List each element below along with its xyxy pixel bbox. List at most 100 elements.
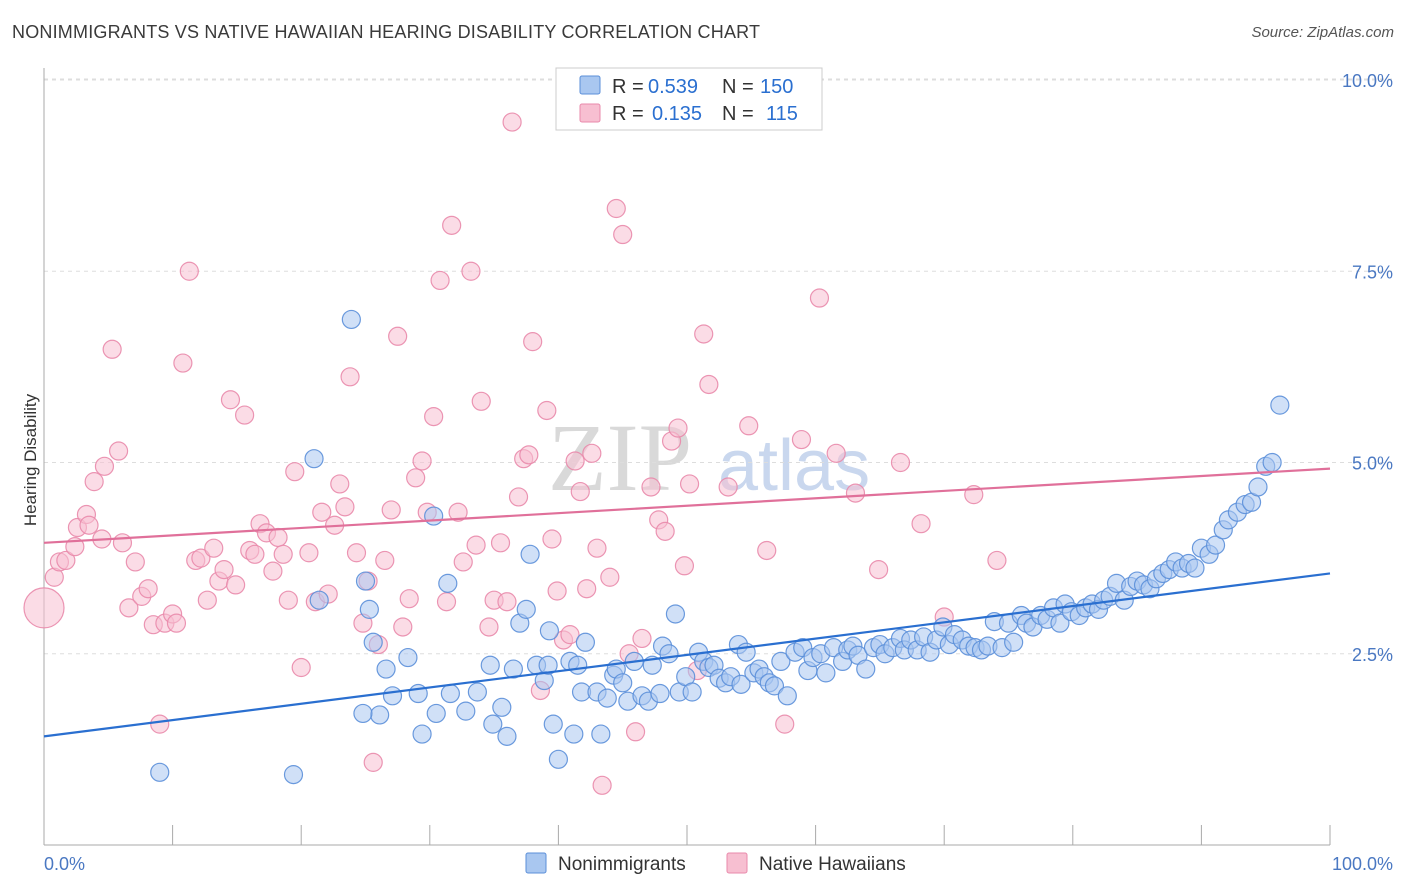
native-hawaiians-point-96 <box>606 198 626 219</box>
native-hawaiians-point-19 <box>150 714 170 734</box>
stats-r-value-2: 0.135 <box>652 103 702 125</box>
native-hawaiians-point-69 <box>448 502 468 522</box>
nonimmigrants-point-48 <box>659 644 679 664</box>
native-hawaiians-point-78 <box>502 112 522 132</box>
nonimmigrants-point-1 <box>283 765 304 785</box>
nonimmigrants-point-75 <box>816 663 836 683</box>
native-hawaiians-point-101 <box>641 477 661 497</box>
nonimmigrants-point-61 <box>731 674 751 694</box>
native-hawaiians-point-72 <box>466 535 486 555</box>
native-hawaiians-point-97 <box>613 224 633 245</box>
native-hawaiians-point-28 <box>204 538 224 558</box>
y-tick-label-0: 2.5% <box>1352 645 1393 665</box>
nonimmigrants-point-7 <box>363 632 383 652</box>
nonimmigrants-point-30 <box>543 714 563 734</box>
native-hawaiians-point-106 <box>674 556 695 576</box>
native-hawaiians-point-17 <box>138 579 158 599</box>
stats-n-label-2: N = <box>722 103 754 125</box>
native-hawaiians-point-33 <box>235 405 255 425</box>
nonimmigrants-point-37 <box>591 724 611 744</box>
nonimmigrants-point-149 <box>597 688 617 708</box>
nonimmigrants-point-19 <box>480 655 500 675</box>
native-hawaiians-point-38 <box>263 561 283 581</box>
native-hawaiians-point-91 <box>577 579 597 599</box>
native-hawaiians-point-30 <box>214 559 234 580</box>
x-tick-label-min: 0.0% <box>44 854 85 874</box>
nonimmigrants-point-143 <box>1262 452 1282 473</box>
native-hawaiians-point-10 <box>94 456 115 476</box>
nonimmigrants-point-25 <box>516 599 536 619</box>
native-hawaiians-point-39 <box>268 527 288 548</box>
native-hawaiians-point-43 <box>291 657 311 678</box>
native-hawaiians-point-93 <box>587 538 607 558</box>
nonimmigrants-point-0 <box>150 762 170 782</box>
native-hawaiians-point-0 <box>23 587 65 629</box>
nonimmigrants-point-31 <box>548 749 569 769</box>
nonimmigrants-point-148 <box>564 724 584 744</box>
nonimmigrants-point-29 <box>539 621 559 641</box>
nonimmigrants-point-4 <box>341 309 361 330</box>
native-hawaiians-point-121 <box>911 514 931 534</box>
native-hawaiians-point-23 <box>173 353 193 373</box>
native-hawaiians-point-100 <box>632 628 652 649</box>
native-hawaiians-point-90 <box>570 481 590 502</box>
legend-label-native-hawaiians: Native Hawaiians <box>759 854 906 875</box>
native-hawaiians-point-67 <box>436 592 457 612</box>
native-hawaiians-point-55 <box>363 752 383 772</box>
legend: Nonimmigrants Native Hawaiians <box>525 852 906 875</box>
x-tick-label-max: 100.0% <box>1332 854 1393 874</box>
native-hawaiians-point-7 <box>79 515 99 535</box>
native-hawaiians-point-27 <box>197 590 217 610</box>
native-hawaiians-point-109 <box>694 324 714 344</box>
nonimmigrants-point-20 <box>483 714 503 734</box>
nonimmigrants-point-68 <box>771 651 791 672</box>
nonimmigrants-point-141 <box>1248 477 1268 497</box>
native-hawaiians-point-51 <box>340 367 360 387</box>
nonimmigrants-point-144 <box>1270 395 1290 415</box>
native-hawaiians-point-77 <box>497 592 517 612</box>
nonimmigrants-point-33 <box>568 655 588 675</box>
nonimmigrants-point-26 <box>520 544 540 564</box>
native-hawaiians-point-26 <box>191 548 211 568</box>
native-hawaiians-point-107 <box>679 474 700 494</box>
nonimmigrants-point-5 <box>355 571 376 591</box>
native-hawaiians-point-59 <box>388 326 408 346</box>
native-hawaiians-point-73 <box>471 391 491 411</box>
stats-swatch-nonimmigrants <box>579 75 601 95</box>
legend-label-nonimmigrants: Nonimmigrants <box>558 854 686 875</box>
stats-r-value-1: 0.539 <box>648 76 698 98</box>
native-hawaiians-point-82 <box>523 332 543 352</box>
native-hawaiians-point-40 <box>273 544 293 564</box>
nonimmigrants-point-22 <box>497 726 517 746</box>
native-hawaiians-point-86 <box>547 581 567 601</box>
native-hawaiians-point-89 <box>565 451 585 471</box>
y-tick-label-1: 5.0% <box>1352 454 1393 474</box>
native-hawaiians-point-95 <box>600 567 620 587</box>
native-hawaiians-point-24 <box>179 261 199 281</box>
stats-n-value-1: 150 <box>760 76 793 98</box>
native-hawaiians-point-44 <box>299 543 319 563</box>
nonimmigrants-point-35 <box>575 632 596 652</box>
legend-swatch-native-hawaiians <box>726 852 748 874</box>
nonimmigrants-point-10 <box>382 686 403 706</box>
nonimmigrants-point-21 <box>492 697 512 717</box>
y-tick-label-3: 10.0% <box>1342 71 1393 91</box>
native-hawaiians-point-65 <box>424 407 444 427</box>
native-hawaiians-point-14 <box>119 598 139 618</box>
native-hawaiians-point-52 <box>346 543 367 563</box>
native-hawaiians-trend-line <box>43 467 1331 544</box>
native-hawaiians-point-3 <box>56 550 76 571</box>
native-hawaiians-points <box>23 112 1007 795</box>
nonimmigrants-point-15 <box>426 703 446 724</box>
native-hawaiians-point-79 <box>508 487 529 507</box>
native-hawaiians-point-111 <box>718 477 738 497</box>
native-hawaiians-point-124 <box>987 550 1007 571</box>
native-hawaiians-point-63 <box>412 451 432 471</box>
native-hawaiians-point-84 <box>537 400 557 421</box>
nonimmigrants-point-8 <box>370 705 390 725</box>
stats-r-label-2: R = <box>612 103 644 125</box>
nonimmigrants-point-18 <box>467 682 487 702</box>
native-hawaiians-point-117 <box>826 443 846 463</box>
nonimmigrants-point-17 <box>456 701 476 721</box>
